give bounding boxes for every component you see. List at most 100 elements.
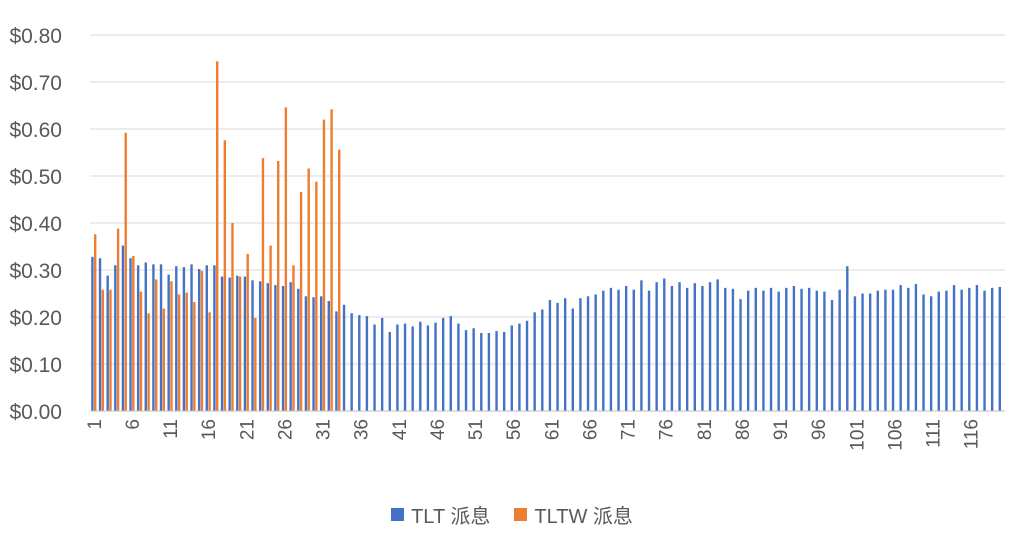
bar-tltw	[261, 158, 265, 411]
bar-tlt	[121, 245, 125, 411]
bar-tlt	[548, 300, 552, 411]
bar-tlt	[197, 269, 201, 411]
bar-tlt	[914, 284, 918, 411]
x-tick-label: 56	[504, 419, 525, 440]
bar-tltw	[124, 132, 127, 411]
y-tick-label: $0.80	[9, 25, 62, 48]
bar-tlt	[152, 264, 155, 411]
bar-tlt	[480, 332, 483, 411]
bar-tlt	[678, 282, 681, 411]
bar-tltw	[315, 181, 318, 411]
bar-tlt	[327, 301, 330, 411]
bar-tlt	[114, 265, 117, 411]
bar-tltw	[231, 223, 234, 411]
bar-tlt	[144, 262, 147, 411]
bar-tltw	[101, 289, 105, 411]
bar-tlt	[426, 325, 430, 411]
bar-tlt	[136, 265, 140, 411]
bar-tltw	[246, 254, 249, 411]
bar-tlt	[525, 320, 529, 411]
bar-tlt	[632, 289, 635, 411]
bar-tlt	[533, 312, 536, 411]
bar-tlt	[929, 296, 933, 411]
bar-tltw	[223, 140, 227, 411]
x-tick-label: 1	[85, 419, 106, 430]
legend-item-tltw[interactable]: TLTW 派息	[514, 500, 633, 529]
y-tick-label: $0.10	[9, 354, 62, 377]
bar-tlt	[335, 311, 338, 411]
bar-tlt	[289, 282, 292, 411]
bar-tlt	[464, 330, 468, 411]
bar-tlt	[502, 332, 506, 411]
bar-tlt	[792, 285, 796, 411]
bar-tlt	[175, 266, 178, 411]
bar-tltw	[155, 279, 158, 411]
bar-tltw	[162, 308, 166, 411]
bar-tlt	[846, 266, 849, 411]
bar-tlt	[983, 290, 986, 411]
x-tick-label: 51	[466, 419, 487, 440]
x-tick-label: 41	[390, 419, 411, 440]
bar-tlt	[129, 258, 132, 411]
x-tick-label: 111	[924, 419, 945, 448]
bar-tlt	[968, 287, 971, 411]
bar-tlt	[510, 325, 513, 411]
y-tick-label: $0.30	[9, 260, 62, 283]
bar-tltw	[238, 276, 242, 411]
x-tick-label: 81	[695, 419, 716, 440]
bar-tltw	[177, 294, 181, 411]
bar-tltw	[307, 168, 310, 411]
bar-tlt	[472, 328, 475, 411]
x-tick-label: 61	[542, 419, 563, 440]
bar-tlt	[777, 291, 780, 411]
bar-tlt	[746, 290, 750, 411]
bar-tlt	[693, 283, 696, 411]
bar-tlt	[907, 287, 910, 411]
bar-tltw	[139, 291, 143, 411]
legend-item-tlt[interactable]: TLT 派息	[391, 500, 490, 529]
bar-tlt	[876, 290, 879, 411]
x-tick-label: 21	[237, 419, 258, 440]
bar-tlt	[724, 287, 727, 411]
bar-tlt	[297, 288, 300, 411]
x-tick-label: 11	[161, 419, 182, 439]
bar-tlt	[449, 316, 452, 411]
bar-tlt	[586, 296, 590, 411]
bar-tlt	[274, 285, 277, 411]
bar-tlt	[91, 256, 94, 411]
bar-tlt	[419, 321, 422, 411]
bar-tlt	[701, 285, 704, 411]
x-tick-label: 116	[962, 419, 983, 449]
bar-tltw	[299, 191, 303, 411]
bar-tlt	[861, 293, 864, 411]
bar-tlt	[868, 293, 872, 411]
bar-tlt	[899, 285, 902, 411]
bar-tlt	[495, 331, 498, 411]
bar-tlt	[739, 299, 742, 411]
x-tick-label: 16	[199, 419, 220, 440]
bar-tlt	[319, 296, 323, 411]
x-tick-label: 66	[580, 419, 601, 440]
bar-tlt	[937, 291, 940, 411]
x-tick-label: 71	[619, 419, 640, 440]
bar-tlt	[785, 287, 788, 411]
x-tick-label: 86	[733, 419, 754, 440]
bar-tlt	[350, 313, 353, 411]
bar-tltw	[94, 234, 97, 411]
bar-tlt	[388, 332, 391, 411]
x-tick-label: 31	[314, 419, 335, 440]
bar-tlt	[434, 322, 437, 411]
bar-tlt	[373, 324, 376, 411]
bar-tlt	[823, 291, 826, 411]
bar-tltw	[216, 61, 219, 411]
bar-tlt	[624, 285, 628, 411]
bar-tlt	[281, 285, 285, 411]
x-tick-label: 101	[847, 419, 868, 451]
bar-tlt	[205, 265, 208, 411]
bar-tlt	[457, 323, 460, 411]
x-tick-label: 46	[428, 419, 449, 440]
bar-tltw	[109, 289, 112, 411]
x-tick-label: 26	[275, 419, 296, 440]
bar-tlt	[617, 289, 620, 411]
bar-tlt	[853, 296, 857, 411]
